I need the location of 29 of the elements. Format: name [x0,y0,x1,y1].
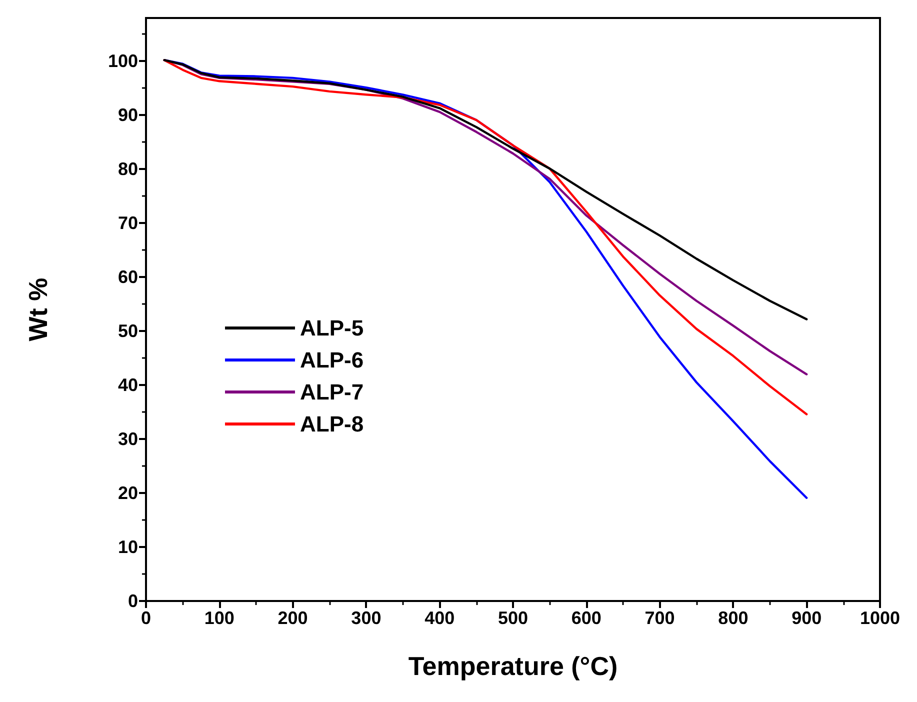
x-tick-label: 300 [351,608,382,628]
y-tick-label: 0 [128,591,138,611]
y-tick-label: 100 [108,51,138,72]
x-tick-label: 600 [571,608,602,628]
y-tick-label: 10 [118,537,138,558]
y-tick-label: 60 [118,267,138,288]
x-tick-label: 200 [278,608,308,628]
y-tick-label: 40 [118,375,138,396]
y-tick-label: 30 [118,429,138,450]
x-tick-label: 700 [644,608,675,628]
line-series [163,59,808,320]
y-tick-label: 50 [118,321,138,342]
legend-label: ALP-6 [300,348,364,372]
x-tick-label: 800 [718,608,748,628]
legend-label: ALP-8 [300,412,364,436]
y-tick-label: 70 [118,213,138,234]
y-axis-title: Wt % [23,278,53,342]
x-tick-label: 400 [424,608,455,628]
x-tick-label: 500 [498,608,528,628]
x-tick-label: 900 [792,608,822,628]
y-tick-label: 90 [118,105,138,126]
y-tick-label: 20 [118,483,138,504]
legend-label: ALP-7 [300,380,364,404]
x-tick-label: 100 [204,608,234,628]
legend-label: ALP-5 [300,316,364,340]
x-tick-label: 1000 [860,608,900,628]
y-tick-label: 80 [118,159,138,180]
x-axis-title: Temperature (°C) [408,651,618,681]
x-tick-label: 0 [140,608,152,628]
